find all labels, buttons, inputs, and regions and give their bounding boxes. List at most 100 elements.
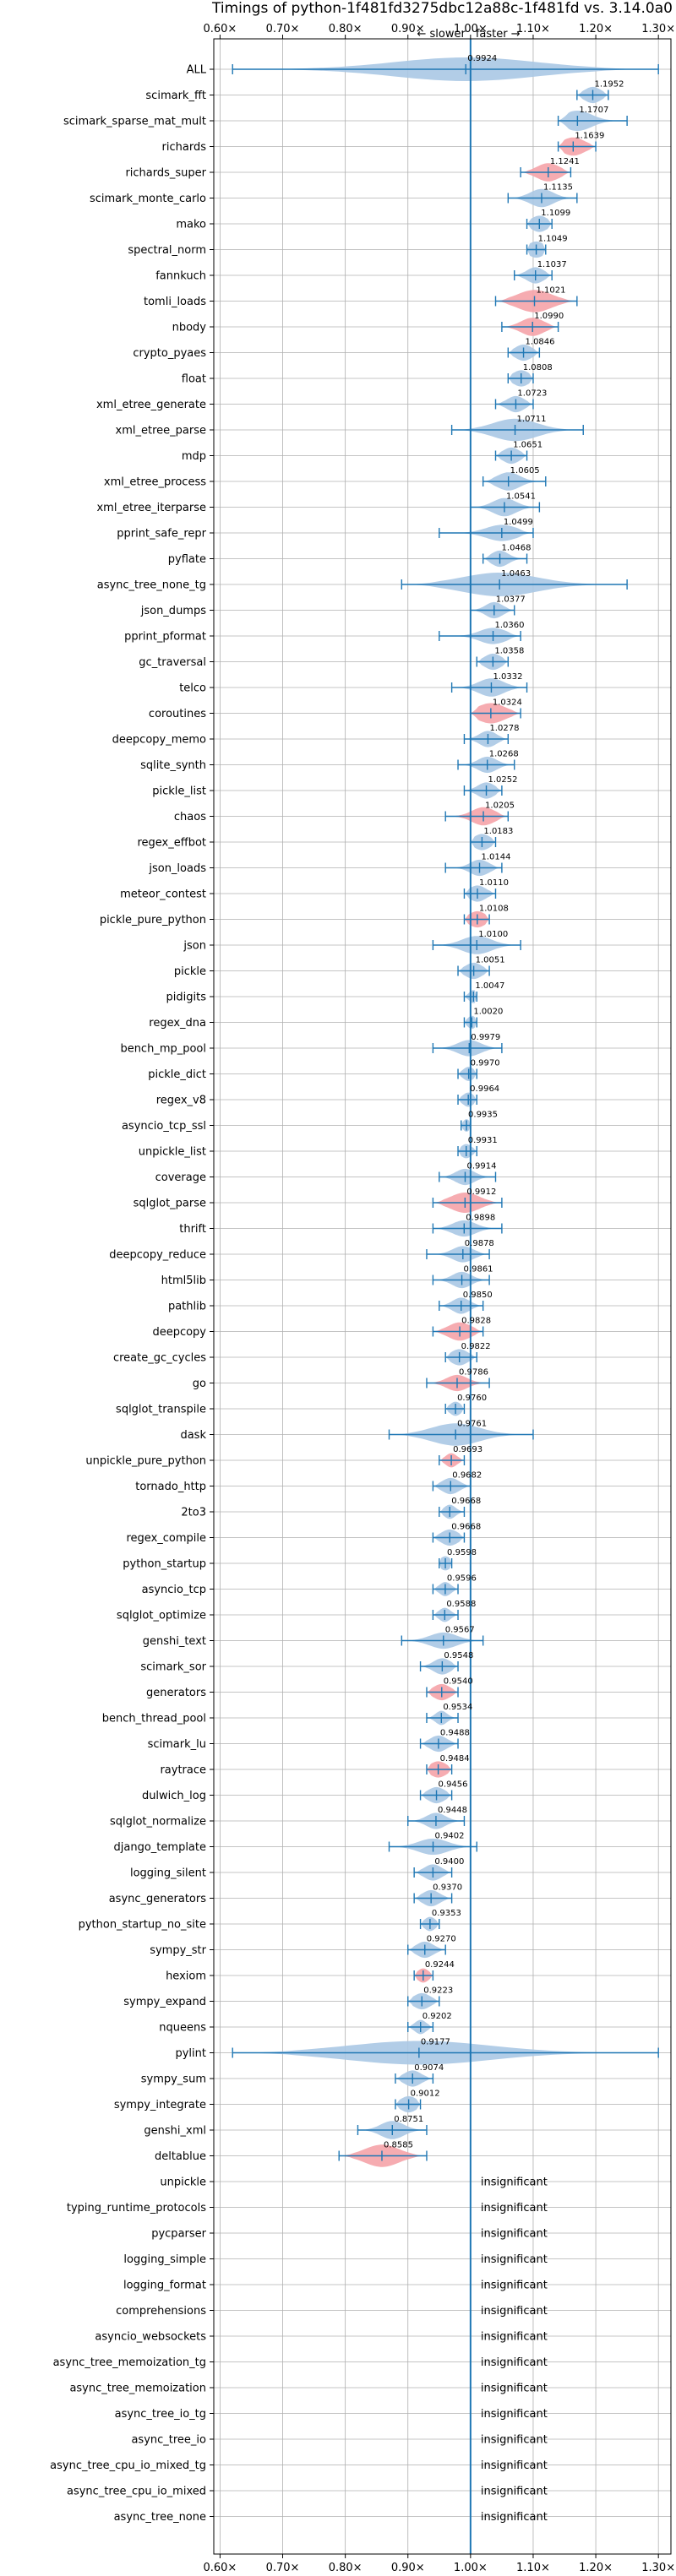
- category-label: comprehensions: [116, 2305, 206, 2318]
- category-label: deepcopy_memo: [112, 734, 206, 747]
- category-label: sqlglot_parse: [134, 1198, 206, 1210]
- x-tick-label-top: 1.10×: [516, 23, 550, 35]
- category-label: scimark_monte_carlo: [90, 193, 206, 205]
- value-label: 0.9931: [468, 1136, 498, 1145]
- value-label: 0.9598: [447, 1548, 477, 1557]
- category-label: json: [183, 940, 206, 953]
- category-label: genshi_xml: [144, 2125, 206, 2138]
- value-label: 1.1049: [538, 235, 568, 244]
- category-label: regex_dna: [149, 1017, 206, 1030]
- category-label: go: [193, 1378, 206, 1390]
- category-label: python_startup: [123, 1558, 206, 1571]
- category-label: crypto_pyaes: [133, 347, 206, 360]
- value-label: 1.1952: [595, 80, 624, 90]
- category-label: async_tree_io_tg: [115, 2408, 206, 2421]
- value-label: 0.9548: [444, 1651, 473, 1660]
- value-label: 1.0332: [493, 672, 522, 682]
- value-label: 0.9761: [457, 1420, 487, 1429]
- x-tick-label-top: 1.30×: [641, 23, 675, 35]
- value-label: 0.9760: [457, 1394, 487, 1403]
- value-label: 1.0110: [479, 878, 509, 888]
- value-label: 1.0711: [517, 415, 547, 424]
- value-label: 0.9822: [461, 1342, 491, 1351]
- x-tick-label-bottom: 1.00×: [454, 2562, 488, 2574]
- category-label: deepcopy: [152, 1326, 206, 1339]
- value-label: 1.0051: [476, 956, 505, 965]
- value-label: 0.9270: [427, 1935, 456, 1944]
- category-label: deltablue: [155, 2150, 206, 2163]
- value-label: 1.1037: [537, 260, 567, 269]
- category-label: regex_v8: [156, 1095, 206, 1107]
- value-label: 0.9596: [447, 1574, 477, 1584]
- category-label: scimark_sor: [140, 1661, 206, 1674]
- x-tick-label-top: 0.70×: [266, 23, 300, 35]
- category-label: logging_silent: [130, 1867, 206, 1880]
- category-label: unpickle: [160, 2177, 206, 2189]
- value-label: 1.0144: [482, 853, 511, 862]
- value-label: 0.9878: [465, 1239, 494, 1248]
- category-label: coverage: [155, 1171, 206, 1184]
- value-label: 0.9567: [445, 1626, 475, 1635]
- insignificant-label: insignificant: [481, 2202, 548, 2215]
- insignificant-label: insignificant: [481, 2331, 548, 2344]
- value-label: 1.0205: [485, 802, 515, 811]
- category-label: pickle_list: [152, 785, 206, 798]
- value-label: 0.8751: [394, 2115, 423, 2124]
- value-label: 1.0278: [489, 724, 519, 733]
- category-label: html5lib: [161, 1274, 206, 1287]
- category-label: logging_format: [123, 2280, 206, 2292]
- category-label: regex_compile: [126, 1532, 206, 1545]
- value-label: 0.9448: [438, 1806, 467, 1815]
- value-label: 1.0108: [479, 905, 509, 914]
- category-label: async_tree_io: [131, 2434, 206, 2447]
- insignificant-label: insignificant: [481, 2486, 548, 2498]
- insignificant-label: insignificant: [481, 2253, 548, 2266]
- category-label: spectral_norm: [128, 244, 206, 257]
- category-label: typing_runtime_protocols: [67, 2202, 206, 2215]
- label-layer: 0.9924 1.1952 1.1707 1.1639 1.1241 1.1135 1.10…: [384, 54, 624, 2524]
- value-label: 0.9693: [453, 1445, 482, 1454]
- chart-title: Timings of python-1f481fd3275dbc12a88c-1…: [211, 0, 673, 17]
- category-label: bench_mp_pool: [120, 1043, 206, 1056]
- category-label: chaos: [174, 811, 206, 823]
- value-label: 1.0846: [526, 338, 555, 347]
- value-label: 0.9914: [466, 1162, 496, 1171]
- value-label: 1.1135: [543, 183, 573, 193]
- value-label: 0.9540: [444, 1677, 473, 1687]
- category-label: async_tree_memoization_tg: [53, 2356, 206, 2369]
- value-label: 0.9668: [451, 1497, 481, 1506]
- value-label: 0.9534: [443, 1703, 472, 1712]
- category-label: bench_thread_pool: [102, 1713, 206, 1725]
- value-label: 1.0990: [534, 312, 564, 321]
- value-label: 1.0723: [517, 389, 547, 399]
- category-label: python_startup_no_site: [79, 1919, 206, 1932]
- category-label: nqueens: [159, 2022, 206, 2035]
- category-label: sympy_expand: [123, 1996, 206, 2008]
- category-label: unpickle_list: [139, 1146, 206, 1159]
- value-label: 0.9456: [439, 1780, 468, 1790]
- category-label: pickle_dict: [148, 1068, 206, 1081]
- value-label: 1.0541: [506, 492, 536, 502]
- value-label: 0.9924: [467, 54, 497, 63]
- category-label: tornado_http: [135, 1481, 206, 1493]
- value-label: 1.0463: [501, 569, 531, 579]
- x-tick-label-top: 0.90×: [391, 23, 425, 35]
- category-label: sqlglot_transpile: [116, 1404, 206, 1416]
- faster-label: faster →: [476, 28, 521, 41]
- value-label: 0.9370: [433, 1883, 462, 1893]
- x-tick-label-bottom: 0.70×: [266, 2562, 300, 2574]
- value-label: 1.1639: [575, 132, 604, 141]
- slower-label: ← slower: [417, 28, 466, 41]
- value-label: 0.9074: [414, 2063, 444, 2073]
- category-label: scimark_lu: [148, 1738, 206, 1751]
- value-label: 0.9244: [425, 1960, 455, 1970]
- category-label: django_template: [114, 1841, 206, 1854]
- category-label: thrift: [179, 1223, 206, 1236]
- category-label: sympy_sum: [141, 2073, 206, 2086]
- category-label: create_gc_cycles: [113, 1352, 206, 1365]
- insignificant-label: insignificant: [481, 2228, 548, 2241]
- category-label: json_dumps: [140, 605, 206, 617]
- value-label: 1.1099: [541, 209, 570, 218]
- category-label: dulwich_log: [142, 1790, 206, 1802]
- category-label: ALL: [187, 64, 207, 77]
